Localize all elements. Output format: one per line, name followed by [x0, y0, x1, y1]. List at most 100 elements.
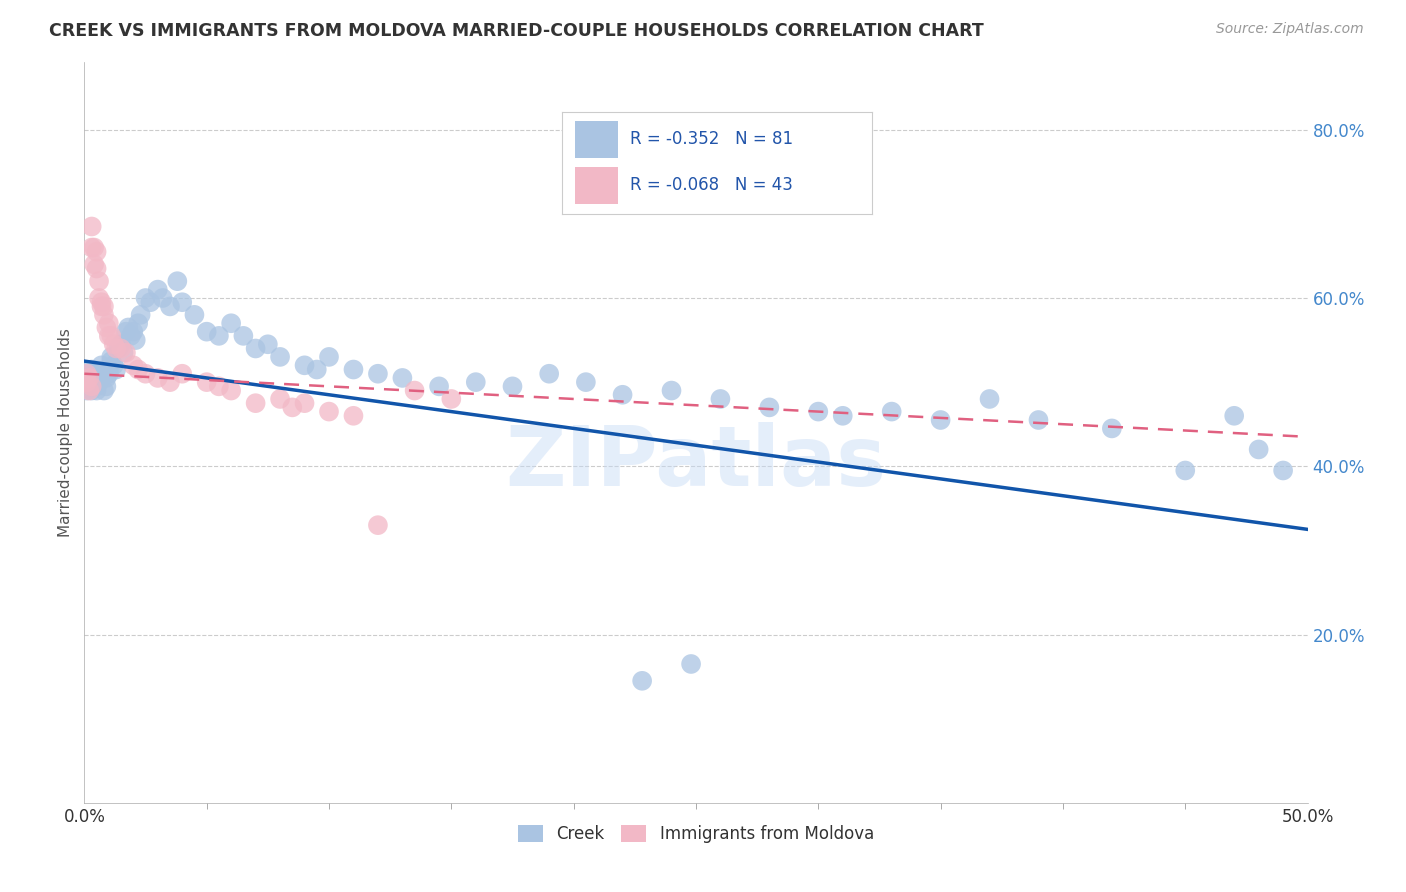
Point	[86, 384, 108, 398]
Point	[269, 350, 291, 364]
Point	[80, 379, 103, 393]
Point	[391, 371, 413, 385]
Point	[76, 384, 98, 398]
Point	[342, 409, 364, 423]
Point	[110, 342, 132, 356]
Point	[83, 375, 105, 389]
Point	[86, 261, 108, 276]
Point	[245, 342, 267, 356]
Point	[96, 371, 118, 385]
Point	[427, 379, 450, 393]
Point	[538, 367, 561, 381]
Point	[103, 359, 125, 373]
Point	[1174, 463, 1197, 477]
Text: CREEK VS IMMIGRANTS FROM MOLDOVA MARRIED-COUPLE HOUSEHOLDS CORRELATION CHART: CREEK VS IMMIGRANTS FROM MOLDOVA MARRIED…	[49, 22, 984, 40]
Point	[97, 316, 120, 330]
Point	[122, 325, 145, 339]
Point	[90, 295, 112, 310]
Point	[159, 300, 181, 314]
Point	[159, 375, 181, 389]
Point	[681, 657, 703, 671]
Point	[367, 367, 389, 381]
Point	[183, 308, 205, 322]
Point	[100, 354, 122, 368]
Point	[93, 308, 115, 322]
Point	[90, 371, 112, 385]
Point	[87, 274, 110, 288]
Text: ZIPatlas: ZIPatlas	[506, 422, 886, 503]
Point	[122, 359, 145, 373]
Point	[631, 673, 654, 688]
Point	[80, 362, 103, 376]
Point	[129, 308, 152, 322]
Point	[166, 274, 188, 288]
Point	[117, 320, 139, 334]
Point	[86, 244, 108, 259]
Point	[208, 379, 231, 393]
Point	[110, 337, 132, 351]
Point	[146, 283, 169, 297]
Text: R = -0.352   N = 81: R = -0.352 N = 81	[630, 130, 793, 148]
Point	[76, 367, 98, 381]
Point	[367, 518, 389, 533]
Point	[269, 392, 291, 406]
Y-axis label: Married-couple Households: Married-couple Households	[58, 328, 73, 537]
Point	[127, 362, 149, 376]
Point	[115, 325, 138, 339]
Point	[120, 329, 142, 343]
Point	[195, 375, 218, 389]
Point	[152, 291, 174, 305]
Point	[502, 379, 524, 393]
Point	[97, 329, 120, 343]
Point	[80, 384, 103, 398]
Point	[100, 350, 122, 364]
Point	[100, 329, 122, 343]
Point	[93, 300, 115, 314]
Point	[342, 362, 364, 376]
Point	[96, 320, 118, 334]
Point	[709, 392, 731, 406]
Point	[464, 375, 486, 389]
Point	[440, 392, 463, 406]
Point	[318, 350, 340, 364]
Point	[807, 404, 830, 418]
Point	[612, 388, 634, 402]
Point	[83, 257, 105, 271]
Point	[87, 291, 110, 305]
Point	[115, 345, 138, 359]
Point	[172, 367, 194, 381]
Point	[172, 295, 194, 310]
Point	[929, 413, 952, 427]
Point	[107, 342, 129, 356]
Point	[90, 300, 112, 314]
Point	[979, 392, 1001, 406]
Point	[96, 379, 118, 393]
Point	[294, 359, 316, 373]
Point	[77, 367, 100, 381]
Point	[661, 384, 683, 398]
Text: R = -0.068   N = 43: R = -0.068 N = 43	[630, 177, 793, 194]
Point	[87, 375, 110, 389]
Point	[105, 362, 128, 376]
Point	[245, 396, 267, 410]
Point	[1028, 413, 1050, 427]
Point	[135, 367, 157, 381]
Point	[93, 384, 115, 398]
Point	[125, 333, 148, 347]
Point	[219, 384, 242, 398]
Point	[1223, 409, 1246, 423]
Point	[127, 316, 149, 330]
Point	[146, 371, 169, 385]
FancyBboxPatch shape	[575, 167, 619, 204]
Point	[318, 404, 340, 418]
Point	[195, 325, 218, 339]
Point	[1272, 463, 1295, 477]
Point	[80, 240, 103, 255]
Point	[1247, 442, 1270, 457]
Point	[305, 362, 328, 376]
Point	[575, 375, 598, 389]
Point	[208, 329, 231, 343]
Point	[139, 295, 162, 310]
Point	[831, 409, 853, 423]
Point	[97, 367, 120, 381]
